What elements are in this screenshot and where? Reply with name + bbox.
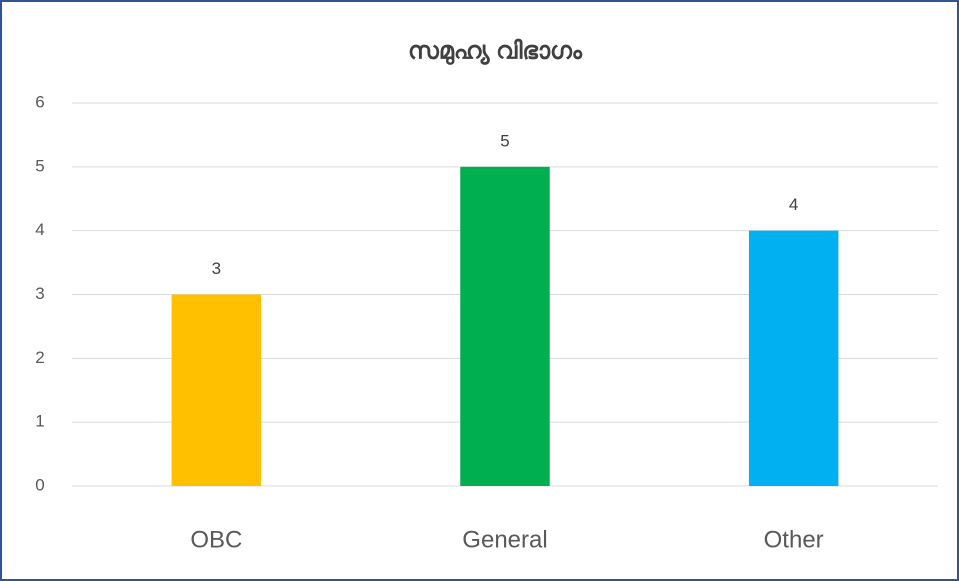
y-tick-label: 4 [35, 220, 44, 239]
data-label: 3 [212, 259, 221, 278]
chart-title: സമുഹ്യ വിഭാഗം [408, 37, 583, 65]
data-label: 4 [789, 195, 798, 214]
y-tick-label: 2 [35, 348, 44, 367]
x-tick-label: OBC [190, 526, 242, 553]
bar [460, 166, 550, 487]
y-tick-label: 6 [35, 92, 44, 111]
y-tick-label: 3 [35, 284, 44, 303]
bar [748, 230, 839, 486]
y-tick-label: 5 [35, 156, 44, 175]
x-tick-label: Other [764, 526, 824, 553]
bar [171, 294, 262, 486]
data-label: 5 [500, 131, 509, 150]
x-tick-label: General [462, 526, 547, 553]
y-tick-label: 1 [35, 412, 44, 431]
y-tick-label: 0 [35, 475, 44, 494]
